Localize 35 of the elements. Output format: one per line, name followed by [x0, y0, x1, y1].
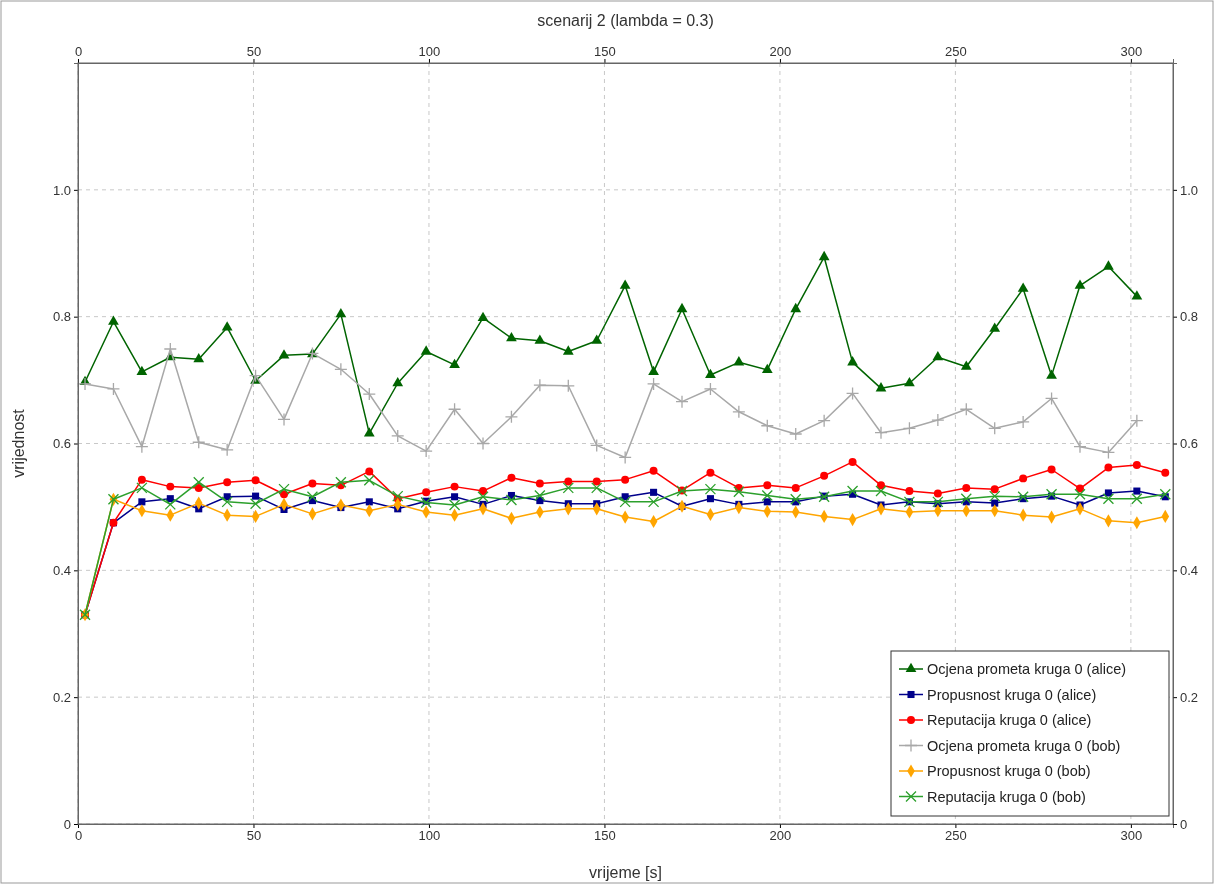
chart-title: scenarij 2 (lambda = 0.3)	[537, 12, 714, 29]
y2-tick-label: 1.0	[1180, 182, 1199, 198]
y2-tick-label: 0.8	[1180, 309, 1199, 325]
y-axis-title: vrijednost	[10, 408, 27, 478]
legend-label: Ocjena prometa kruga 0 (bob)	[927, 737, 1121, 754]
x2-tick-label: 200	[769, 828, 792, 844]
x-tick-label: 50	[246, 44, 262, 59]
x2-tick-label: 100	[418, 828, 441, 844]
x-tick-label: 100	[418, 44, 441, 59]
x-tick-label: 0	[74, 44, 83, 59]
y-tick-label: 0	[63, 816, 71, 832]
y2-tick-label: 0.4	[1180, 562, 1199, 578]
x-axis-title: vrijeme [s]	[589, 864, 662, 881]
y2-tick-label: 0.2	[1180, 689, 1199, 705]
x2-tick-label: 0	[74, 828, 83, 844]
x-tick-label: 150	[594, 44, 616, 59]
legend-label: Reputacija kruga 0 (alice)	[927, 712, 1092, 728]
y-tick-label: 0.8	[52, 309, 71, 325]
x2-tick-label: 150	[594, 828, 616, 844]
y2-tick-label: 0	[1180, 816, 1188, 832]
x2-tick-label: 50	[246, 828, 262, 844]
y-tick-label: 0.2	[52, 689, 71, 705]
legend-label: Reputacija kruga 0 (bob)	[927, 788, 1086, 805]
y2-tick-label: 0.6	[1180, 436, 1199, 452]
legend-label: Propusnost kruga 0 (bob)	[927, 763, 1091, 779]
x-tick-label: 300	[1120, 44, 1143, 59]
x-tick-label: 250	[945, 44, 967, 59]
x-tick-label: 200	[769, 44, 792, 59]
x2-tick-label: 250	[945, 828, 967, 844]
legend-label: Propusnost kruga 0 (alice)	[927, 686, 1097, 703]
legend-label: Ocjena prometa kruga 0 (alice)	[927, 661, 1127, 677]
y-tick-label: 1.0	[52, 182, 71, 198]
x2-tick-label: 300	[1120, 828, 1143, 844]
y-tick-label: 0.4	[52, 562, 71, 578]
y-tick-label: 0.6	[52, 436, 71, 452]
